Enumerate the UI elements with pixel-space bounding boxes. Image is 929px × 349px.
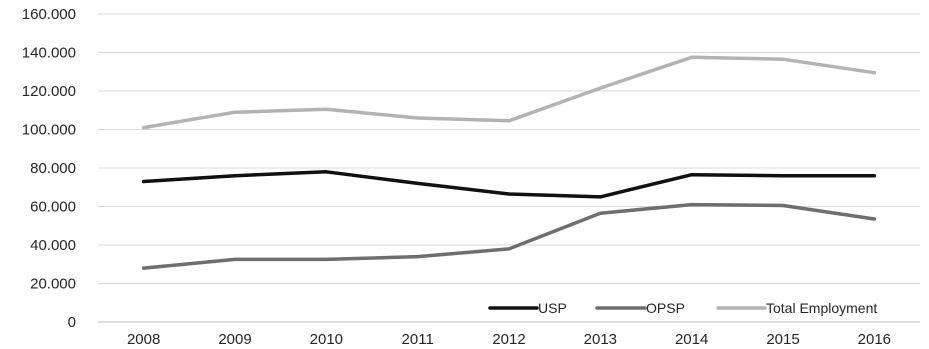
x-tick-label: 2014 [675,331,708,348]
y-tick-label: 100.000 [22,122,76,139]
series-line-opsp [141,202,877,270]
series-line-total-employment [141,55,877,130]
data-point [598,86,602,90]
data-point [872,174,876,178]
data-point [781,174,785,178]
x-tick-label: 2008 [127,331,160,348]
y-tick-label: 20.000 [30,276,76,293]
data-point [324,107,328,111]
data-point [781,57,785,61]
data-point [872,217,876,221]
data-point [233,174,237,178]
y-tick-label: 120.000 [22,83,76,100]
series-lines [141,55,877,270]
y-tick-label: 0 [68,314,76,331]
data-point [416,254,420,259]
y-tick-label: 60.000 [30,199,76,216]
data-point [142,179,146,184]
x-tick-label: 2013 [584,331,617,348]
x-tick-label: 2012 [492,331,525,348]
y-axis-tick-labels: 0 20.000 40.000 60.000 80.000 100.000 120.000 1… [22,6,76,331]
data-point [690,173,694,177]
x-tick-label: 2016 [858,331,891,348]
legend-label: USP [538,300,567,316]
data-point [324,170,328,174]
data-point [598,211,602,215]
x-tick-label: 2015 [766,331,799,348]
data-point [142,266,146,270]
y-tick-label: 140.000 [22,45,76,62]
data-point [690,202,694,207]
data-point [507,247,511,251]
data-point [416,181,420,185]
data-point [416,116,420,120]
x-tick-label: 2011 [402,331,434,348]
data-point [872,71,876,75]
y-tick-label: 80.000 [30,160,76,177]
x-axis-tick-labels: 2008 2009 2010 2011 2012 2013 2014 2015 2016 [127,331,891,348]
data-point [142,125,146,130]
gridlines [98,13,920,323]
data-point [781,203,785,208]
y-tick-label: 160.000 [22,6,76,23]
data-point [690,55,694,59]
x-tick-label: 2009 [218,331,251,348]
data-point [598,195,602,199]
y-tick-label: 40.000 [30,237,76,254]
data-point [233,257,237,262]
data-point [507,192,511,196]
legend-label: Total Employment [766,300,877,316]
data-point [233,110,237,114]
data-point [507,119,511,123]
legend-label: OPSP [646,300,685,316]
legend: USP OPSP Total Employment [488,300,877,316]
x-tick-label: 2010 [310,331,343,348]
data-point [324,257,328,262]
